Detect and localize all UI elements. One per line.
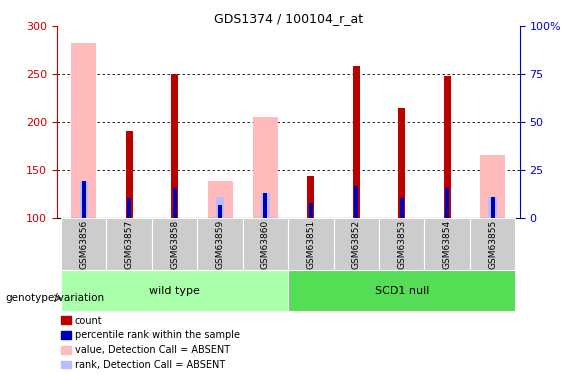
Bar xyxy=(444,76,450,217)
Text: GSM63854: GSM63854 xyxy=(442,220,451,269)
Text: genotype/variation: genotype/variation xyxy=(6,293,105,303)
Bar xyxy=(218,205,222,218)
Bar xyxy=(262,193,270,217)
Bar xyxy=(399,198,404,217)
Text: GSM63858: GSM63858 xyxy=(170,220,179,269)
Text: GSM63853: GSM63853 xyxy=(397,220,406,269)
Title: GDS1374 / 100104_r_at: GDS1374 / 100104_r_at xyxy=(214,12,363,25)
Text: GSM63857: GSM63857 xyxy=(125,220,134,269)
Bar xyxy=(354,186,358,218)
Bar xyxy=(82,181,86,218)
Text: GSM63860: GSM63860 xyxy=(261,220,270,269)
Text: GSM63855: GSM63855 xyxy=(488,220,497,269)
Bar xyxy=(445,188,449,218)
Bar xyxy=(490,197,494,217)
Bar xyxy=(470,217,515,270)
Bar xyxy=(80,181,88,218)
Bar xyxy=(253,117,278,218)
Bar xyxy=(480,155,505,218)
Text: GSM63859: GSM63859 xyxy=(215,220,224,269)
Bar xyxy=(398,108,405,218)
Bar xyxy=(171,74,178,217)
Bar xyxy=(489,197,497,217)
Legend: count, percentile rank within the sample, value, Detection Call = ABSENT, rank, : count, percentile rank within the sample… xyxy=(62,315,240,370)
Bar xyxy=(263,193,267,217)
Bar xyxy=(61,270,288,311)
Bar xyxy=(216,197,224,217)
Bar xyxy=(207,181,233,218)
Bar xyxy=(127,198,131,217)
Bar xyxy=(243,217,288,270)
Text: SCD1 null: SCD1 null xyxy=(375,286,429,296)
Text: GSM63851: GSM63851 xyxy=(306,220,315,269)
Bar xyxy=(126,132,133,218)
Bar xyxy=(172,188,177,218)
Bar xyxy=(379,217,424,270)
Bar xyxy=(307,176,314,218)
Text: wild type: wild type xyxy=(149,286,200,296)
Bar xyxy=(71,44,96,218)
Bar xyxy=(424,217,470,270)
Bar xyxy=(152,217,197,270)
Bar xyxy=(309,203,313,217)
Bar xyxy=(333,217,379,270)
Text: GSM63856: GSM63856 xyxy=(79,220,88,269)
Bar xyxy=(288,270,515,311)
Text: GSM63852: GSM63852 xyxy=(352,220,361,269)
Bar xyxy=(197,217,243,270)
Bar xyxy=(353,66,360,218)
Bar xyxy=(288,217,333,270)
Bar xyxy=(61,217,106,270)
Bar xyxy=(106,217,152,270)
